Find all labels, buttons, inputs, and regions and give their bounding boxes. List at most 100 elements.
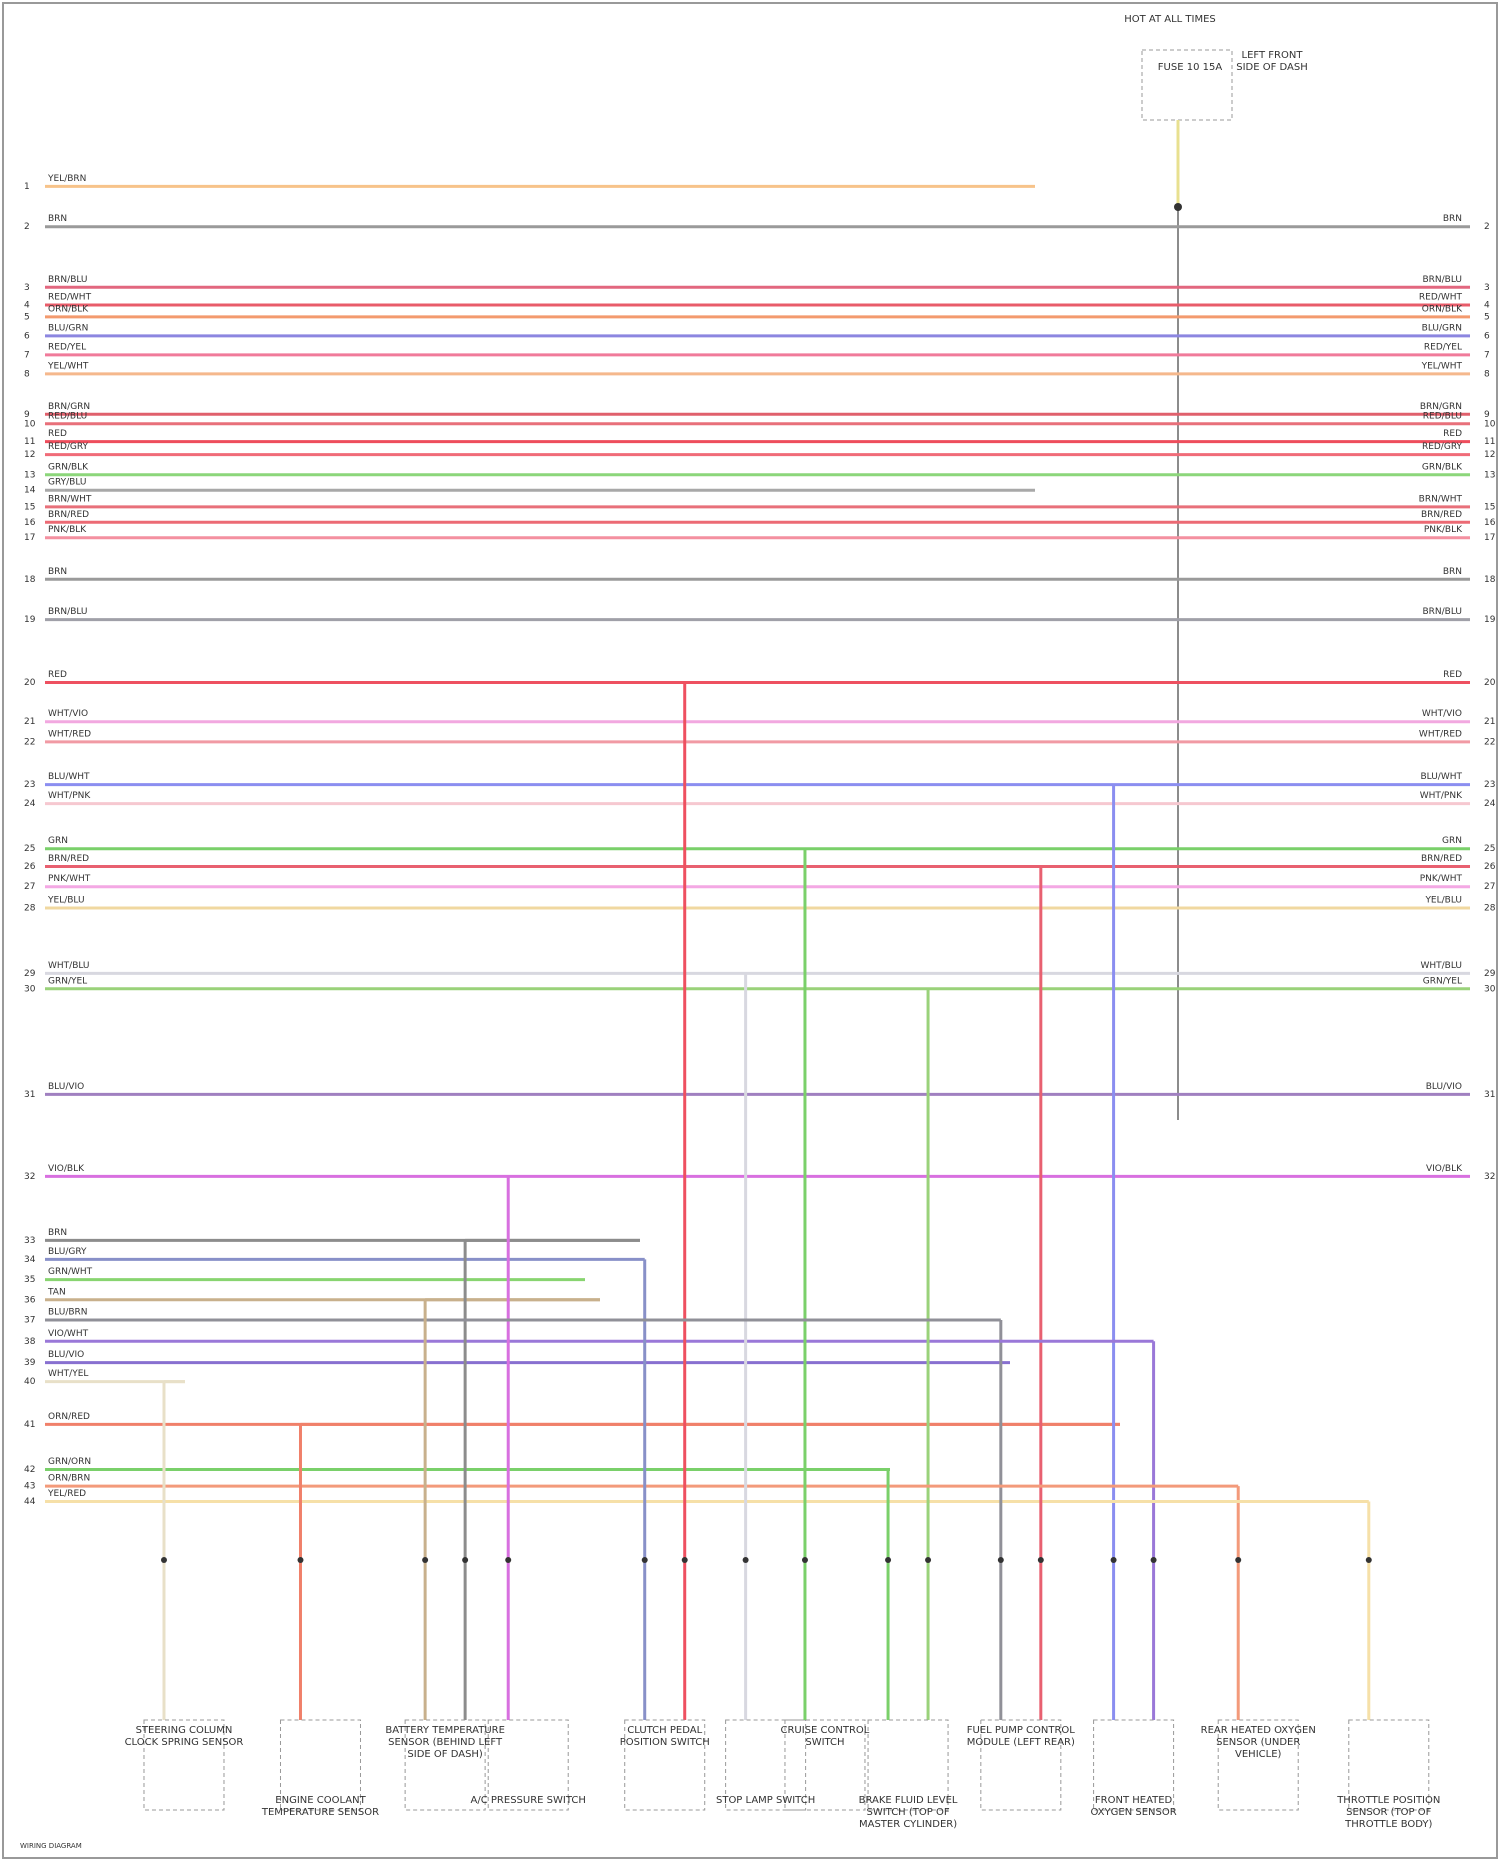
component-box — [1093, 1719, 1175, 1811]
connector — [297, 1557, 304, 1563]
pin-number: 3 — [1484, 283, 1490, 293]
pin-number: 22 — [1484, 737, 1495, 747]
wire-label: WHT/BLU — [48, 961, 90, 971]
pin-number: 22 — [24, 737, 35, 747]
pin-number: 27 — [24, 882, 35, 892]
pin-number: 33 — [24, 1236, 35, 1246]
wire-label: RED — [48, 670, 67, 680]
pin-number: 35 — [24, 1275, 35, 1285]
wire-label: TAN — [47, 1287, 66, 1297]
wire-label: PNK/BLK — [48, 525, 87, 535]
wire-label: WHT/RED — [1419, 729, 1462, 739]
wire-label: BRN/BLU — [48, 275, 88, 285]
pin-number: 17 — [1484, 533, 1495, 543]
wire-label: ORN/BLK — [48, 304, 89, 314]
wire-label: BLU/VIO — [1426, 1082, 1462, 1092]
wire-label: YEL/WHT — [47, 361, 89, 371]
wire-label: WHT/VIO — [48, 709, 88, 719]
pin-number: 13 — [24, 470, 35, 480]
wire-label: VIO/BLK — [1426, 1164, 1463, 1174]
wire-label: VIO/BLK — [48, 1164, 85, 1174]
wire-label: RED/BLU — [48, 411, 87, 421]
pin-number: 2 — [24, 222, 30, 232]
pin-number: 10 — [24, 419, 36, 429]
pin-number: 19 — [24, 615, 36, 625]
wire-label: BRN/BLU — [48, 607, 88, 617]
pin-number: 31 — [1484, 1090, 1495, 1100]
wire-label: YEL/RED — [47, 1489, 86, 1499]
pin-number: 5 — [24, 312, 30, 322]
connector — [1110, 1557, 1117, 1563]
pin-number: 7 — [24, 350, 30, 360]
connector — [681, 1557, 688, 1563]
wire-label: RED — [48, 429, 67, 439]
component-box — [784, 1719, 866, 1811]
wire-label: ORN/RED — [48, 1412, 90, 1422]
pin-number: 26 — [24, 862, 36, 872]
pin-number: 21 — [24, 717, 35, 727]
component-label: STEERING COLUMN CLOCK SPRING SENSOR — [124, 1725, 244, 1748]
wire-label: BRN/WHT — [1419, 494, 1463, 504]
wire-label: PNK/WHT — [48, 874, 91, 884]
wire-label: GRN/WHT — [48, 1267, 93, 1277]
wire-label: BLU/VIO — [48, 1082, 84, 1092]
pin-number: 14 — [24, 486, 36, 496]
wire-label: YEL/BLU — [1424, 896, 1462, 906]
pin-number: 39 — [24, 1358, 36, 1368]
connector — [641, 1557, 648, 1563]
pin-number: 4 — [24, 301, 30, 311]
wire-label: BRN/RED — [48, 854, 89, 864]
component-box — [1217, 1719, 1299, 1811]
wire-label: BRN/RED — [1421, 510, 1462, 520]
wire-label: WHT/PNK — [48, 791, 91, 801]
fuse-label: FUSE 10 15A — [1157, 62, 1223, 73]
pin-number: 10 — [1484, 419, 1496, 429]
pin-number: 16 — [1484, 518, 1496, 528]
wire-label: BRN — [1443, 567, 1462, 577]
pin-number: 8 — [24, 369, 30, 379]
wire-label: BRN/GRN — [48, 402, 90, 412]
wire-label: RED/WHT — [1419, 293, 1463, 303]
pin-number: 31 — [24, 1090, 35, 1100]
wire-label: BRN — [1443, 214, 1462, 224]
footer: WIRING DIAGRAM — [20, 1842, 82, 1850]
component-box — [1348, 1719, 1430, 1811]
wire-label: BRN/GRN — [1420, 402, 1462, 412]
pin-number: 24 — [1484, 799, 1496, 809]
wire-label: RED — [1443, 429, 1462, 439]
connector — [1037, 1557, 1044, 1563]
component-label: REAR HEATED OXYGEN SENSOR (UNDER VEHICLE… — [1200, 1725, 1316, 1760]
wire-label: GRN/BLK — [48, 462, 89, 472]
component-label: CRUISE CONTROL SWITCH — [780, 1725, 870, 1748]
wire-label: PNK/WHT — [1420, 874, 1463, 884]
wire-label: BRN/BLU — [1422, 607, 1462, 617]
connector — [925, 1557, 932, 1563]
pin-number: 30 — [24, 984, 36, 994]
pin-number: 23 — [1484, 780, 1495, 790]
wire-label: BRN/BLU — [1422, 275, 1462, 285]
pin-number: 26 — [1484, 862, 1496, 872]
component-box — [143, 1719, 225, 1811]
pin-number: 41 — [24, 1420, 35, 1430]
wire-label: RED/BLU — [1423, 411, 1462, 421]
wire-label: BLU/BRN — [48, 1307, 88, 1317]
pin-number: 18 — [24, 575, 36, 585]
component-box — [404, 1719, 486, 1811]
pin-number: 28 — [24, 904, 36, 914]
pin-number: 4 — [1484, 301, 1490, 311]
component-label: BATTERY TEMPERATURE SENSOR (BEHIND LEFT … — [385, 1725, 505, 1760]
wire-label: BRN/WHT — [48, 494, 92, 504]
connector — [801, 1557, 808, 1563]
wire-label: BRN — [48, 214, 67, 224]
pin-number: 29 — [24, 969, 36, 979]
pin-number: 43 — [24, 1482, 35, 1492]
component-box — [279, 1719, 361, 1811]
pin-number: 32 — [24, 1172, 35, 1182]
pin-number: 3 — [24, 283, 30, 293]
pin-number: 24 — [24, 799, 36, 809]
connector — [160, 1557, 167, 1563]
wire-label: BLU/WHT — [48, 772, 90, 782]
wire-label: RED/GRY — [48, 442, 89, 452]
pin-number: 29 — [1484, 969, 1496, 979]
wire-label: BLU/GRN — [1422, 323, 1462, 333]
